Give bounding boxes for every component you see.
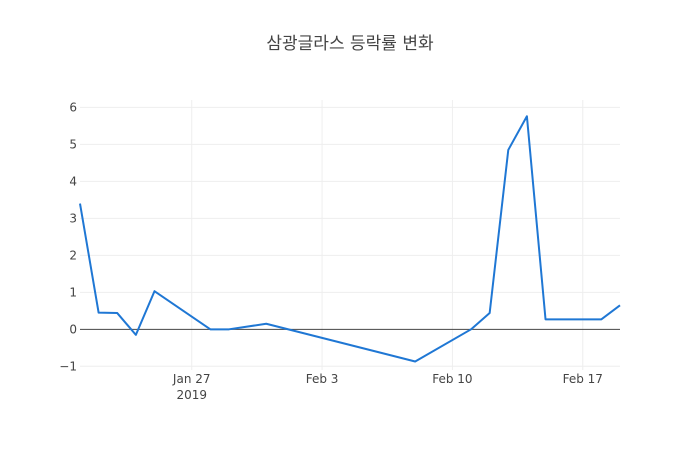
y-tick-label: 5: [69, 137, 77, 151]
x-tick-label: Jan 27: [172, 372, 211, 386]
y-tick-label: 6: [69, 100, 77, 114]
y-tick-label: −1: [59, 359, 77, 373]
y-tick-label: 1: [69, 285, 77, 299]
series-line: [79, 115, 621, 363]
y-tick-label: 3: [69, 211, 77, 225]
x-axis-ticks: Jan 27 2019 Feb 3 Feb 10 Feb 17: [172, 372, 603, 402]
x-tick-label: Feb 17: [563, 372, 603, 386]
x-tick-label: Feb 3: [306, 372, 339, 386]
y-tick-label: 4: [69, 174, 77, 188]
y-tick-label: 2: [69, 248, 77, 262]
x-tick-year-label: 2019: [176, 388, 207, 402]
series-layer: [79, 115, 621, 363]
x-tick-label: Feb 10: [432, 372, 472, 386]
y-tick-label: 0: [69, 322, 77, 336]
grid-layer: [80, 100, 620, 370]
chart-title: 삼광글라스 등락률 변화: [266, 34, 434, 54]
y-axis-ticks: −1 0 1 2 3 4 5 6: [59, 100, 77, 373]
